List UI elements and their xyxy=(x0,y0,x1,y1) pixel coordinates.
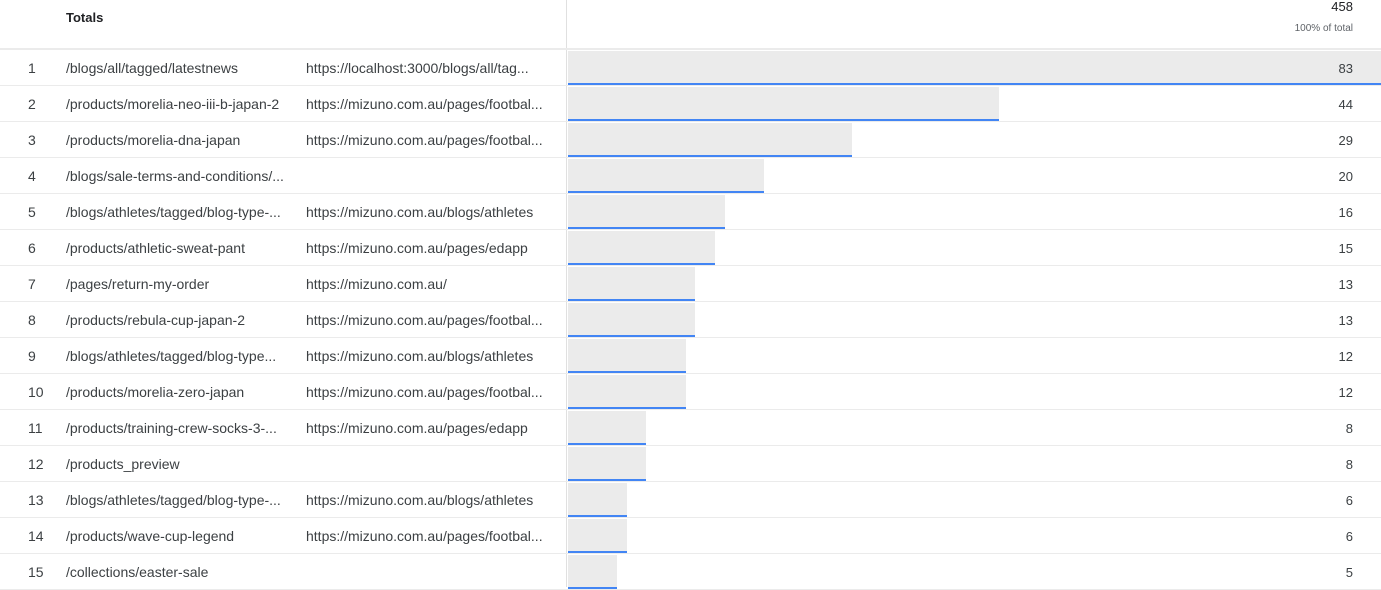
page-referrer[interactable]: https://localhost:3000/blogs/all/tag... xyxy=(306,60,529,76)
page-referrer[interactable]: https://mizuno.com.au/pages/edapp xyxy=(306,240,528,256)
value-bar xyxy=(568,87,999,121)
page-path[interactable]: /blogs/athletes/tagged/blog-type... xyxy=(66,348,277,364)
page-referrer[interactable]: https://mizuno.com.au/blogs/athletes xyxy=(306,348,534,364)
table-row[interactable]: 4 /blogs/sale-terms-and-conditions/... 2… xyxy=(0,158,1381,194)
value-bar xyxy=(568,123,852,157)
page-path[interactable]: /blogs/athletes/tagged/blog-type-... xyxy=(66,204,281,220)
row-value: 8 xyxy=(1345,457,1353,472)
table-row[interactable]: 1 /blogs/all/tagged/latestnews https://l… xyxy=(0,50,1381,86)
row-index: 13 xyxy=(28,492,44,508)
value-bar xyxy=(568,519,627,553)
table-row[interactable]: 15 /collections/easter-sale 5 xyxy=(0,554,1381,590)
value-bar xyxy=(568,447,646,481)
table-row[interactable]: 11 /products/training-crew-socks-3-... h… xyxy=(0,410,1381,446)
page-referrer[interactable]: https://mizuno.com.au/pages/footbal... xyxy=(306,384,543,400)
value-bar xyxy=(568,159,764,193)
value-bar xyxy=(568,411,646,445)
page-path[interactable]: /products/morelia-neo-iii-b-japan-2 xyxy=(66,96,280,112)
table-row[interactable]: 7 /pages/return-my-order https://mizuno.… xyxy=(0,266,1381,302)
page-path[interactable]: /blogs/athletes/tagged/blog-type-... xyxy=(66,492,281,508)
row-index: 8 xyxy=(28,312,36,328)
row-value: 20 xyxy=(1338,169,1353,184)
value-bar xyxy=(568,51,1381,85)
page-path[interactable]: /products_preview xyxy=(66,456,180,472)
page-referrer[interactable]: https://mizuno.com.au/pages/footbal... xyxy=(306,312,543,328)
column-divider xyxy=(566,0,567,587)
row-index: 15 xyxy=(28,564,44,580)
totals-label: Totals xyxy=(66,10,104,25)
page-path[interactable]: /products/rebula-cup-japan-2 xyxy=(66,312,245,328)
page-referrer[interactable]: https://mizuno.com.au/pages/footbal... xyxy=(306,528,543,544)
totals-row: Totals 458 100% of total xyxy=(0,0,1381,50)
value-bar xyxy=(568,303,695,337)
value-bar xyxy=(568,483,627,517)
page-referrer[interactable]: https://mizuno.com.au/blogs/athletes xyxy=(306,492,534,508)
row-index: 7 xyxy=(28,276,36,292)
page-path[interactable]: /products/morelia-zero-japan xyxy=(66,384,245,400)
row-value: 83 xyxy=(1338,61,1353,76)
page-referrer[interactable]: https://mizuno.com.au/blogs/athletes xyxy=(306,204,534,220)
table-row[interactable]: 6 /products/athletic-sweat-pant https://… xyxy=(0,230,1381,266)
page-path[interactable]: /products/training-crew-socks-3-... xyxy=(66,420,277,436)
row-value: 16 xyxy=(1338,205,1353,220)
page-referrer[interactable]: https://mizuno.com.au/pages/footbal... xyxy=(306,132,543,148)
row-index: 9 xyxy=(28,348,36,364)
table-row[interactable]: 8 /products/rebula-cup-japan-2 https://m… xyxy=(0,302,1381,338)
value-bar xyxy=(568,195,725,229)
page-referrer[interactable]: https://mizuno.com.au/pages/edapp xyxy=(306,420,528,436)
row-index: 5 xyxy=(28,204,36,220)
row-index: 10 xyxy=(28,384,44,400)
row-value: 44 xyxy=(1338,97,1353,112)
row-index: 12 xyxy=(28,456,44,472)
row-value: 29 xyxy=(1338,133,1353,148)
row-value: 13 xyxy=(1338,313,1353,328)
table-row[interactable]: 13 /blogs/athletes/tagged/blog-type-... … xyxy=(0,482,1381,518)
page-path[interactable]: /collections/easter-sale xyxy=(66,564,209,580)
row-value: 12 xyxy=(1338,349,1353,364)
row-index: 2 xyxy=(28,96,36,112)
row-value: 8 xyxy=(1345,421,1353,436)
page-referrer[interactable]: https://mizuno.com.au/ xyxy=(306,276,447,292)
page-referrer[interactable]: https://mizuno.com.au/pages/footbal... xyxy=(306,96,543,112)
total-value: 458 xyxy=(1331,0,1353,14)
table-row[interactable]: 12 /products_preview 8 xyxy=(0,446,1381,482)
table-body: 1 /blogs/all/tagged/latestnews https://l… xyxy=(0,50,1381,590)
page-path[interactable]: /blogs/all/tagged/latestnews xyxy=(66,60,238,76)
table-row[interactable]: 9 /blogs/athletes/tagged/blog-type... ht… xyxy=(0,338,1381,374)
row-value: 6 xyxy=(1345,529,1353,544)
value-bar xyxy=(568,555,617,589)
value-bar xyxy=(568,375,686,409)
row-index: 11 xyxy=(28,420,43,436)
total-percent: 100% of total xyxy=(1294,23,1353,34)
table-row[interactable]: 5 /blogs/athletes/tagged/blog-type-... h… xyxy=(0,194,1381,230)
row-value: 12 xyxy=(1338,385,1353,400)
table-row[interactable]: 14 /products/wave-cup-legend https://miz… xyxy=(0,518,1381,554)
page-path[interactable]: /products/morelia-dna-japan xyxy=(66,132,241,148)
row-index: 1 xyxy=(28,60,36,76)
table-row[interactable]: 10 /products/morelia-zero-japan https://… xyxy=(0,374,1381,410)
value-bar xyxy=(568,231,715,265)
row-index: 3 xyxy=(28,132,36,148)
row-value: 13 xyxy=(1338,277,1353,292)
row-value: 6 xyxy=(1345,493,1353,508)
row-index: 4 xyxy=(28,168,36,184)
table-row[interactable]: 2 /products/morelia-neo-iii-b-japan-2 ht… xyxy=(0,86,1381,122)
row-value: 15 xyxy=(1338,241,1353,256)
page-path[interactable]: /pages/return-my-order xyxy=(66,276,210,292)
page-path[interactable]: /products/wave-cup-legend xyxy=(66,528,235,544)
row-index: 6 xyxy=(28,240,36,256)
table-row[interactable]: 3 /products/morelia-dna-japan https://mi… xyxy=(0,122,1381,158)
page-path[interactable]: /blogs/sale-terms-and-conditions/... xyxy=(66,168,284,184)
value-bar xyxy=(568,267,695,301)
row-index: 14 xyxy=(28,528,44,544)
value-bar xyxy=(568,339,686,373)
page-path[interactable]: /products/athletic-sweat-pant xyxy=(66,240,245,256)
row-value: 5 xyxy=(1345,565,1353,580)
